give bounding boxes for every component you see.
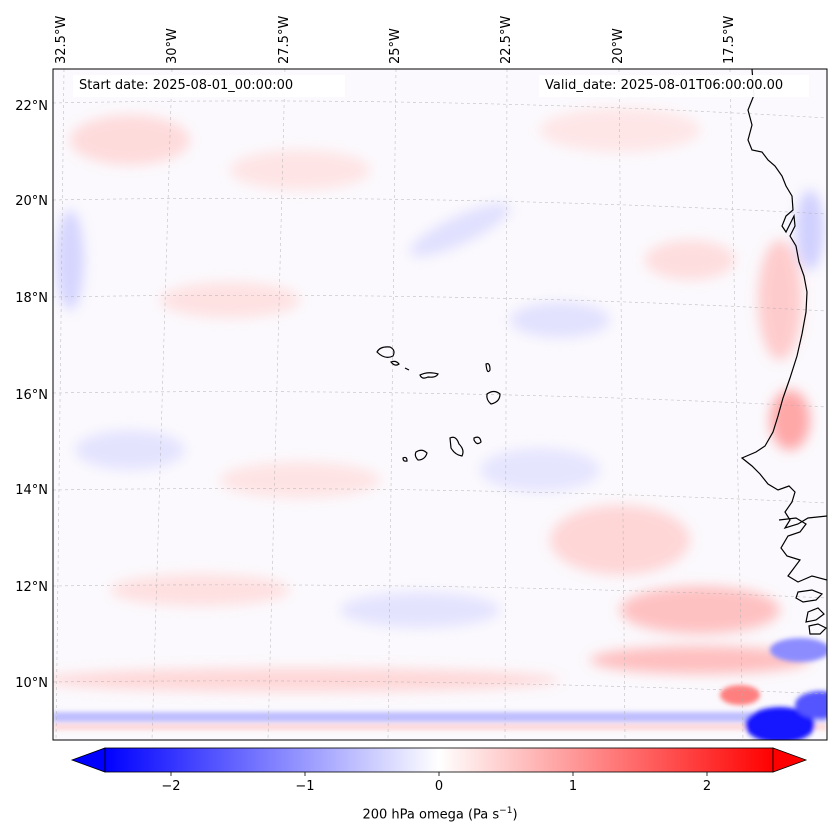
graticule	[53, 69, 827, 740]
valid-date-box	[539, 75, 809, 97]
colorbar-tick-label: 0	[434, 779, 444, 794]
meridian	[387, 69, 397, 740]
field-blob	[795, 691, 827, 719]
field-blob	[110, 574, 290, 606]
field-blob	[75, 430, 185, 470]
island-maio	[473, 436, 482, 445]
field-blob	[796, 190, 824, 270]
island-fogo	[414, 449, 428, 461]
colorbar-extend-low	[70, 747, 106, 773]
island-santo-antao	[376, 346, 395, 358]
field-blob	[340, 592, 500, 628]
colorbar-label-text: 200 hPa omega (Pa s	[362, 807, 500, 823]
colorbar-label-superscript: −1	[499, 806, 513, 816]
parallel	[53, 680, 827, 695]
africa-coastline	[740, 69, 827, 635]
colorbar-tick-label: −2	[161, 779, 181, 794]
parallel	[53, 100, 827, 119]
colorbar-body	[104, 747, 774, 773]
start-date-label: Start date: 2025-08-01_00:00:00	[79, 78, 294, 93]
field-blob	[540, 108, 700, 152]
colorbar-label-close: )	[512, 807, 518, 823]
lat-tick-label: 18°N	[15, 291, 48, 306]
parallel	[53, 294, 827, 312]
island-sal	[485, 363, 491, 373]
meridian	[151, 69, 173, 740]
meridian	[729, 69, 744, 740]
field-blob	[53, 668, 560, 692]
field-blob	[480, 448, 600, 492]
field-blob	[56, 210, 84, 310]
field-blob	[745, 707, 815, 740]
field-blob	[770, 390, 810, 450]
start-date-box	[73, 75, 345, 97]
colorbar-label: 200 hPa omega (Pa s−1)	[0, 806, 837, 822]
cape-verde-islands	[376, 346, 501, 462]
field-blob	[720, 685, 760, 705]
map-frame	[52, 68, 828, 741]
field-blob	[770, 638, 827, 662]
field-band	[53, 724, 827, 730]
valid-date-label: Valid_date: 2025-08-01T06:00:00.00	[545, 78, 784, 93]
meridian	[618, 69, 626, 740]
parallel	[53, 391, 827, 408]
field-band	[53, 712, 827, 722]
field-blob	[620, 586, 780, 634]
island-santa-luzia	[404, 367, 410, 371]
colorbar-tick-label: 1	[568, 779, 578, 794]
map-background	[53, 69, 827, 740]
omega-field	[53, 108, 824, 692]
island-boa-vista	[486, 390, 501, 405]
colorbar-tick-label: −1	[295, 779, 315, 794]
colorbar-extend-high	[772, 747, 808, 773]
lat-tick-label: 12°N	[15, 580, 48, 595]
parallel	[53, 197, 827, 215]
field-blob	[590, 646, 810, 674]
island-sao-vicente	[390, 360, 400, 366]
lat-tick-label: 14°N	[15, 483, 48, 498]
colorbar-tick-label: 2	[702, 779, 712, 794]
field-blob	[645, 240, 735, 280]
meridian	[504, 69, 508, 740]
field-blob	[230, 150, 370, 190]
field-blob	[220, 462, 380, 498]
field-blob	[70, 115, 190, 165]
colorbar	[70, 747, 808, 776]
omega-field-south	[53, 638, 827, 740]
lat-tick-label: 20°N	[15, 194, 48, 209]
meridian	[267, 69, 286, 740]
field-blob	[510, 302, 610, 338]
field-blob	[409, 203, 511, 257]
lat-tick-label: 10°N	[15, 676, 48, 691]
island-brava	[402, 456, 408, 462]
field-blob	[550, 505, 690, 575]
field-blob	[160, 282, 300, 318]
lat-tick-label: 22°N	[15, 99, 48, 114]
lat-tick-label: 16°N	[15, 388, 48, 403]
island-santiago	[449, 436, 464, 457]
parallel	[53, 488, 827, 504]
meridian	[55, 69, 65, 740]
island-sao-nicolau	[419, 372, 439, 379]
field-blob	[758, 240, 802, 360]
parallel	[53, 584, 827, 599]
